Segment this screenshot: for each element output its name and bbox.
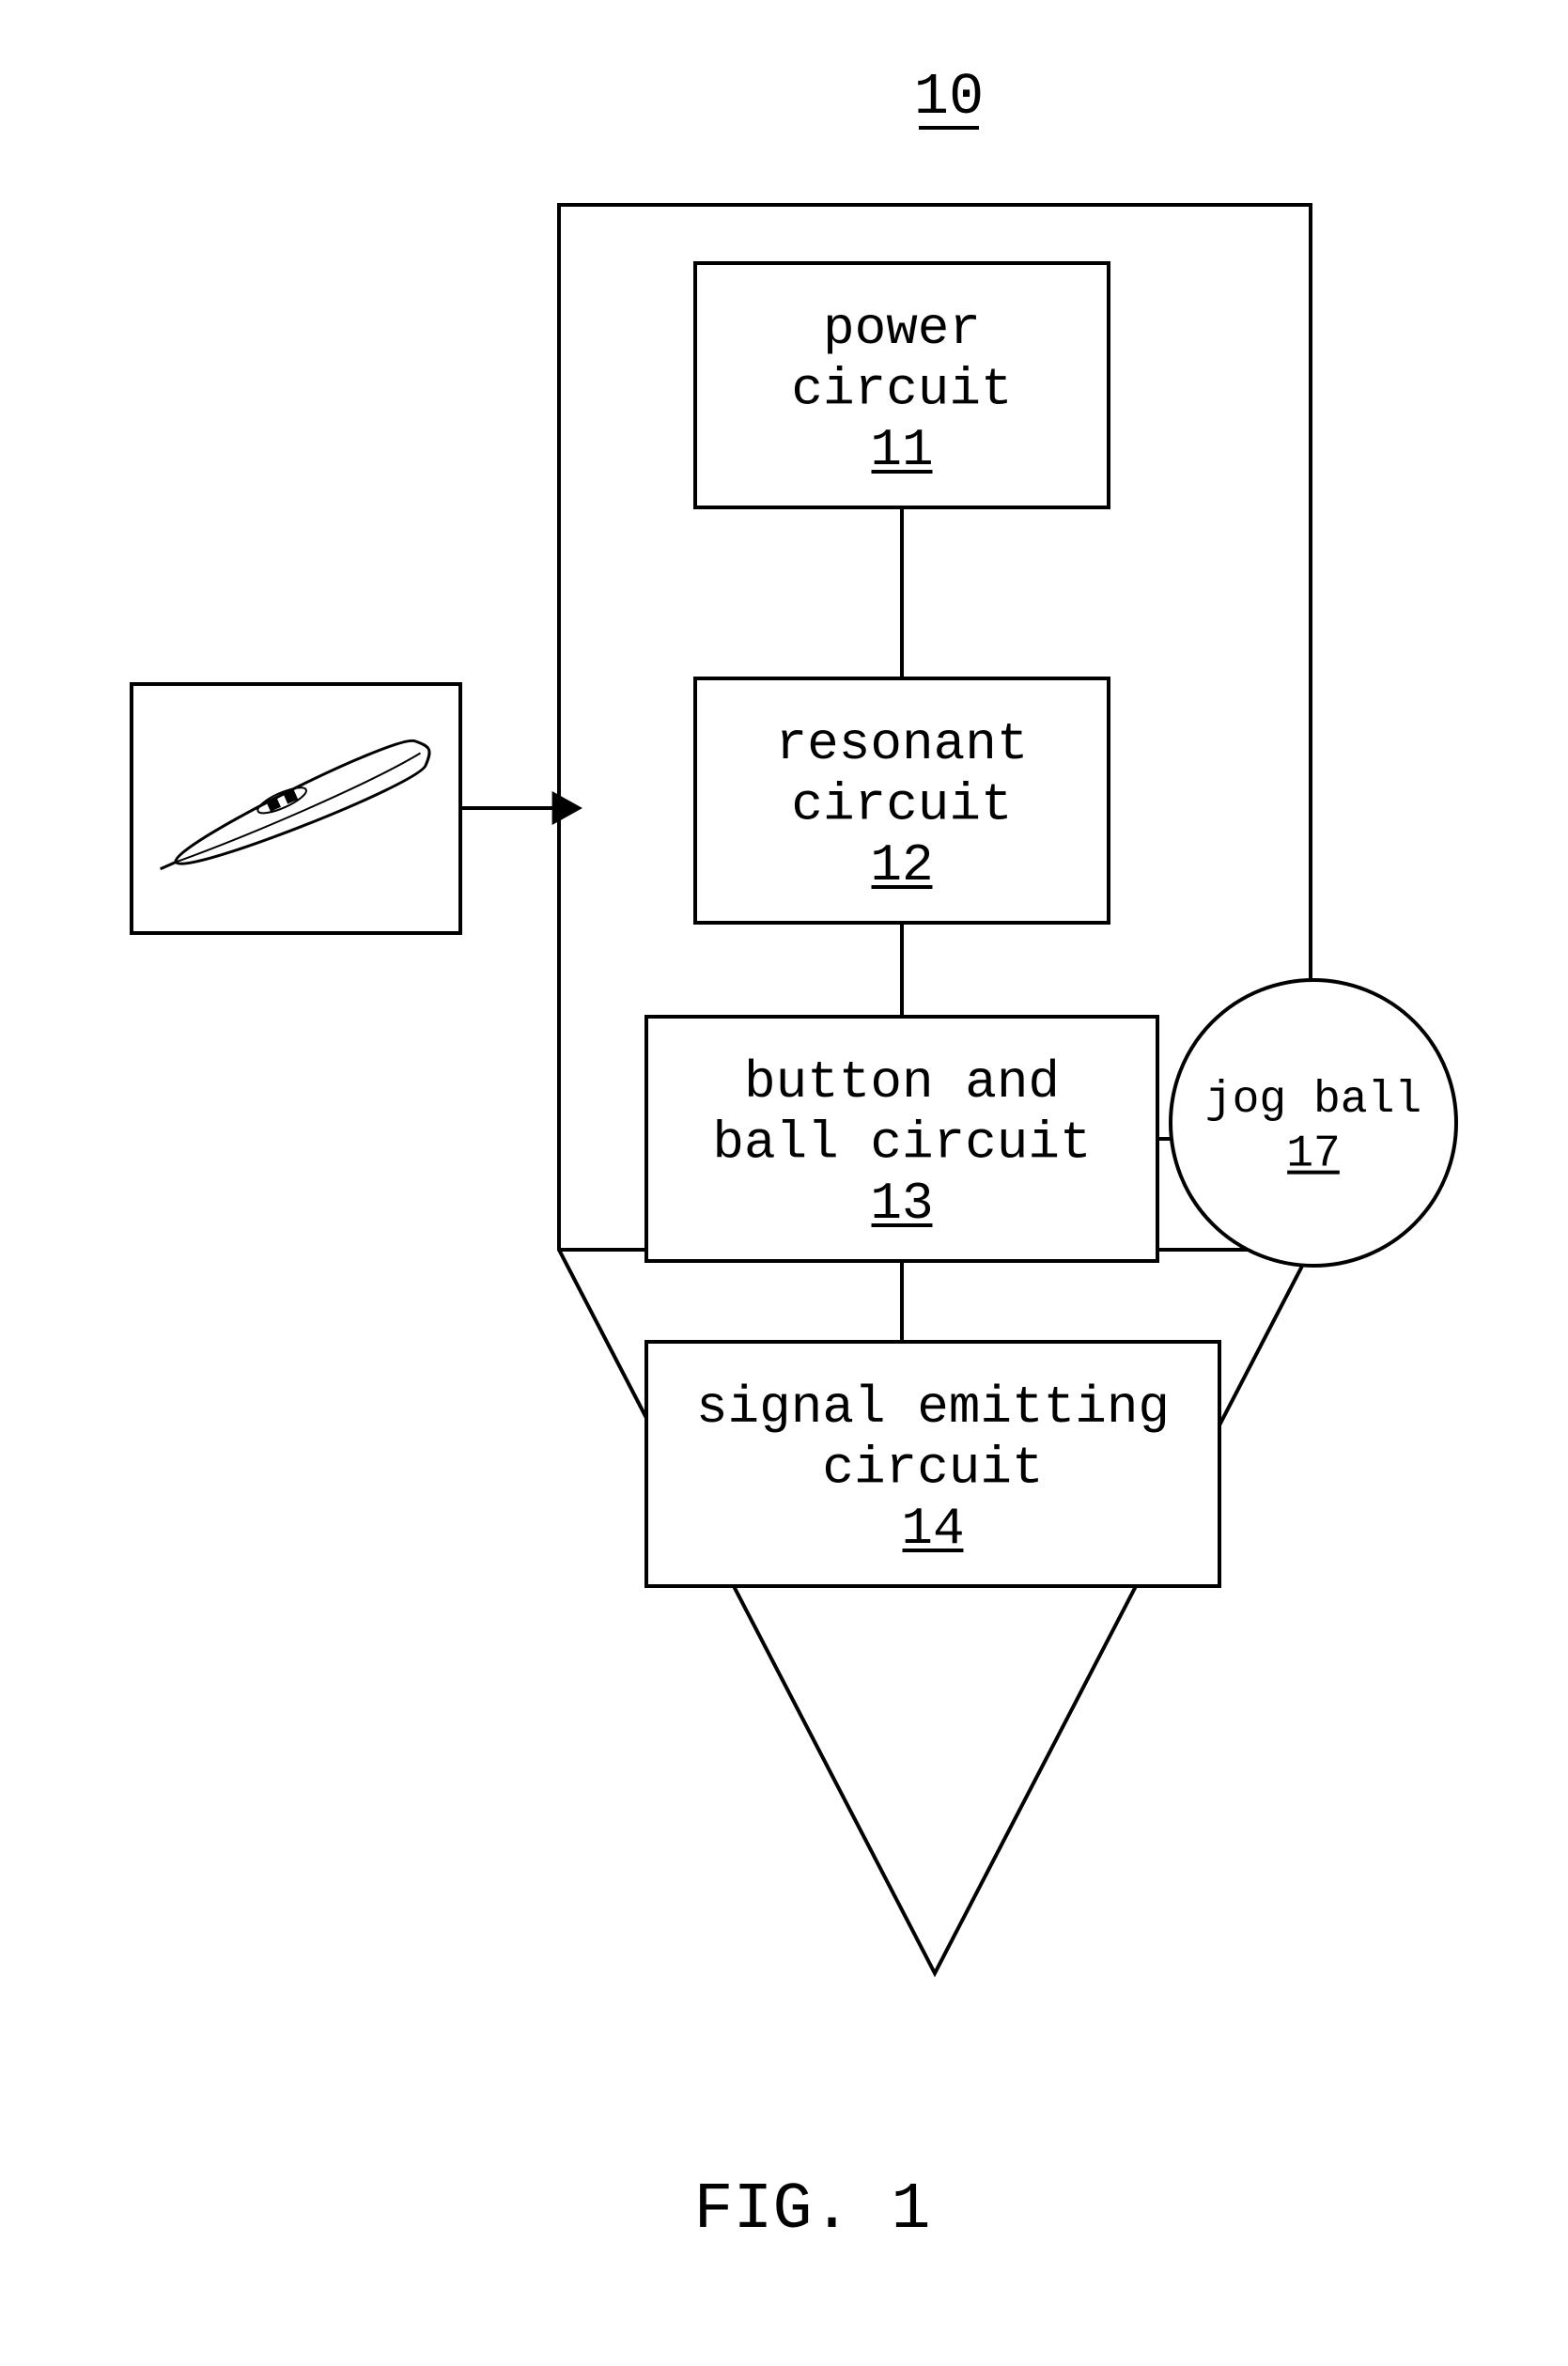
figure-caption: FIG. 1 xyxy=(693,2173,930,2248)
button-label-line-0: button and xyxy=(744,1052,1060,1113)
power-label-line-0: power xyxy=(823,299,981,359)
jog-ball-node: jog ball17 xyxy=(1171,980,1456,1266)
resonant-label-line-0: resonant xyxy=(776,714,1029,774)
resonant-block: resonantcircuit12 xyxy=(695,678,1109,923)
power-label-line-1: circuit xyxy=(791,360,1012,420)
power-block: powercircuit11 xyxy=(695,263,1109,507)
main-ref-label: 10 xyxy=(914,64,984,131)
resonant-label-line-1: circuit xyxy=(791,775,1012,835)
signal-label-line-1: circuit xyxy=(822,1439,1043,1499)
button-block: button andball circuit13 xyxy=(646,1017,1157,1261)
jog-ball-label-0: jog ball xyxy=(1205,1075,1421,1126)
signal-label-line-0: signal emitting xyxy=(696,1378,1170,1438)
signal-block: signal emittingcircuit14 xyxy=(646,1342,1219,1586)
button-label-line-1: ball circuit xyxy=(712,1113,1091,1174)
